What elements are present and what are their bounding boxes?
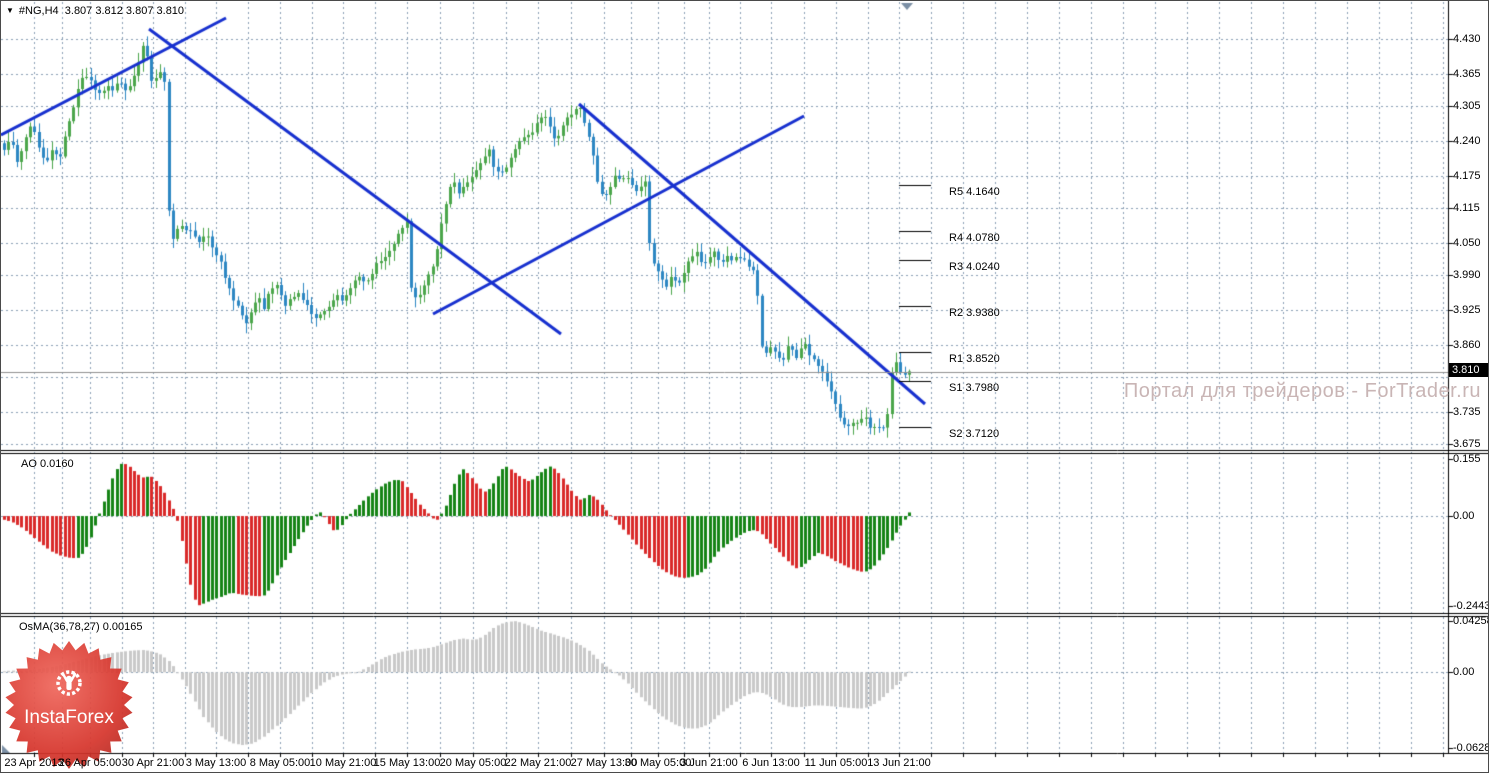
symbol-dropdown-icon[interactable]: ▼ [6,6,14,15]
time-axis-label: 3 May 13:00 [185,757,247,769]
ao-axis-label: 0.155 [1453,453,1481,465]
price-axis-label: 3.735 [1453,405,1481,418]
pivot-level-label: R4 4.0780 [949,231,1000,244]
badge-star [5,641,133,769]
title-bar: ▼ #NG,H4 3.807 3.812 3.807 3.810 [6,5,184,17]
price-axis-label: 4.240 [1453,134,1481,147]
time-axis-label: 10 May 21:00 [309,757,377,769]
instaforex-logo-text: InstaForex [24,707,114,728]
time-axis-label: 6 Jun 13:00 [742,757,800,769]
osma-indicator-label: OsMA(36,78,27) 0.00165 [19,621,143,633]
price-axis-label: 3.860 [1453,338,1481,351]
chart-title: #NG,H4 3.807 3.812 3.807 3.810 [18,5,185,17]
pivot-level-label: R5 4.1640 [949,185,1000,198]
price-axis-label: 4.430 [1453,33,1481,45]
pivot-level-label: S2 3.7120 [949,428,1000,441]
osma-axis-label: -0.06285 [1453,742,1488,754]
current-price-badge: 3.810 [1449,363,1488,377]
pivot-level-label: S1 3.7980 [949,382,1000,395]
price-axis-label: 4.365 [1453,67,1481,80]
price-axis-label: 4.115 [1453,201,1480,214]
pivot-level-label: R2 3.9380 [949,306,1000,319]
osma-axis-label: 0.04258 [1453,615,1489,627]
ao-axis-label: -0.2443 [1453,600,1489,612]
time-axis-label: 26 Apr 05:00 [58,757,122,769]
price-axis-label: 3.925 [1453,303,1481,316]
time-axis-label: 22 May 21:00 [504,757,572,769]
price-axis-label: 4.175 [1453,169,1481,182]
watermark-text: Портал для трейдеров - ForTrader.ru [1123,380,1481,402]
instaforex-gear-person-icon [56,670,82,696]
price-axis-label: 3.675 [1453,438,1481,450]
ao-indicator-label: AO 0.0160 [21,458,74,470]
price-axis-label: 4.050 [1453,236,1481,249]
time-axis-label: 13 Jun 21:00 [867,757,931,769]
time-axis-label: 8 May 05:00 [249,757,311,769]
price-axis-label: 3.990 [1453,269,1481,282]
pivot-level-label: R3 4.0240 [949,260,1000,273]
instaforex-logo[interactable]: InstaForex [3,639,135,771]
time-axis-label: 3 Jun 21:00 [680,757,738,769]
osma-axis-label: 0.00 [1453,666,1475,679]
time-axis-label: 23 Apr 2013 [4,757,64,769]
price-axis-label: 4.305 [1453,100,1481,113]
time-axis-label: 20 May 05:00 [439,757,507,769]
time-axis-label: 11 Jun 05:00 [804,757,868,769]
time-axis-label: 30 Apr 21:00 [121,757,185,769]
time-axis-label: 30 May 05:00 [624,757,692,769]
time-axis-label: 27 May 13:00 [570,757,638,769]
time-axis-label: 15 May 13:00 [373,757,441,769]
pivot-level-label: R1 3.8520 [949,353,1000,366]
ao-axis-label: 0.00 [1453,510,1475,523]
